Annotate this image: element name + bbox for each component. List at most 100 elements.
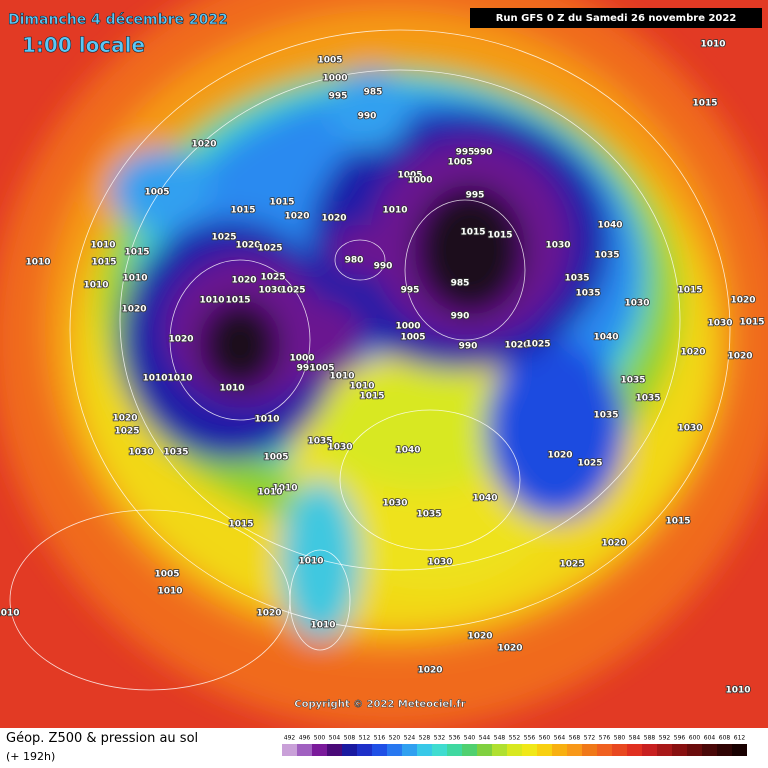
colorbar-swatch (672, 744, 687, 756)
isobar-label: 1030 (128, 448, 153, 458)
isobar-label: 1005 (447, 158, 472, 168)
colorbar-swatch (447, 744, 462, 756)
isobar-label: 985 (451, 279, 470, 289)
isobar-label: 1040 (593, 333, 618, 343)
colorbar-label: 496 (299, 735, 311, 742)
colorbar-label: 556 (524, 735, 536, 742)
colorbar-label: 596 (674, 735, 686, 742)
isobar-label: 1010 (90, 241, 115, 251)
colorbar-label: 492 (284, 735, 296, 742)
colorbar-swatch (702, 744, 717, 756)
isobar-label: 1020 (231, 276, 256, 286)
isobar-label: 1015 (225, 296, 250, 306)
isobar-label: 1010 (219, 384, 244, 394)
isobar-label: 1030 (707, 319, 732, 329)
isobar-label: 990 (358, 112, 377, 122)
isobar-label: 1035 (620, 376, 645, 386)
isobar-label: 1015 (269, 198, 294, 208)
isobar-label: 990 (374, 262, 393, 272)
colorbar-label: 572 (584, 735, 596, 742)
isobar-label: 1030 (427, 558, 452, 568)
isobar-label: 1020 (497, 644, 522, 654)
colorbar-label: 552 (509, 735, 521, 742)
colorbar-label: 564 (554, 735, 566, 742)
isobar-label: 980 (345, 256, 364, 266)
colorbar-swatch (312, 744, 327, 756)
isobar-label: 1020 (504, 341, 529, 351)
isobar-label: 1030 (545, 241, 570, 251)
isobar-label: 1015 (460, 228, 485, 238)
isobar-label: 1015 (359, 392, 384, 402)
colorbar-swatch (522, 744, 537, 756)
isobar-label: 1015 (91, 258, 116, 268)
isobar-label: 1040 (472, 494, 497, 504)
isobar-label: 995 (401, 286, 420, 296)
isobar-label: 1010 (329, 372, 354, 382)
colorbar-swatch (432, 744, 447, 756)
isobar-label: 1010 (0, 609, 20, 619)
isobar-label: 1025 (525, 340, 550, 350)
isobar-label: 1025 (577, 459, 602, 469)
isobar-label: 1010 (349, 382, 374, 392)
isobar-label: 1015 (677, 286, 702, 296)
colorbar-label: 500 (314, 735, 326, 742)
colorbar-swatch (357, 744, 372, 756)
colorbar-label: 612 (734, 735, 746, 742)
isobar-label: 995 (329, 92, 348, 102)
colorbar-swatch (687, 744, 702, 756)
isobar-label: 1010 (199, 296, 224, 306)
local-time: 1:00 locale (22, 33, 145, 57)
isobar-label: 1010 (157, 587, 182, 597)
isobar-label: 1020 (284, 212, 309, 222)
colorbar-swatch (582, 744, 597, 756)
isobar-label: 1005 (397, 171, 422, 181)
isobar-label: 1020 (727, 352, 752, 362)
isobars (9, 29, 731, 691)
colorbar-label: 516 (374, 735, 386, 742)
isobar-label: 1005 (317, 56, 342, 66)
colorbar-label: 568 (569, 735, 581, 742)
colorbar-label: 524 (404, 735, 416, 742)
isobar-label: 1010 (122, 274, 147, 284)
date: Dimanche 4 décembre 2022 (8, 12, 228, 28)
isobar-label: 1035 (635, 394, 660, 404)
isobar-label: 1015 (692, 99, 717, 109)
colorbar-swatch (492, 744, 507, 756)
isobar-label: 1025 (559, 560, 584, 570)
colorbar-swatch (552, 744, 567, 756)
isobar-label: 1000 (407, 176, 432, 186)
isobar-label: 1040 (597, 221, 622, 231)
isobar-label: 1010 (700, 40, 725, 50)
colorbar-label: 504 (329, 735, 341, 742)
isobar-label: 1020 (112, 414, 137, 424)
colorbar-label: 600 (689, 735, 701, 742)
colorbar-swatch (597, 744, 612, 756)
colorbar-swatch (537, 744, 552, 756)
isobar-label: 1015 (665, 517, 690, 527)
colorbar-label: 536 (449, 735, 461, 742)
isobar-label: 1020 (730, 296, 755, 306)
isobar-label: 1010 (310, 621, 335, 631)
isobar-label: 1020 (168, 335, 193, 345)
isobar-label: 1020 (467, 632, 492, 642)
isobar-label: 1010 (257, 488, 282, 498)
lead-time: (+ 192h) (6, 750, 55, 763)
colorbar-swatch (282, 744, 297, 756)
isobar-label: 1005 (309, 364, 334, 374)
run-info: Run GFS 0 Z du Samedi 26 novembre 2022 (496, 13, 737, 24)
colorbar-swatch (417, 744, 432, 756)
isobar-label: 1020 (121, 305, 146, 315)
isobar-label: 990 (474, 148, 493, 158)
isobar-label: 1025 (260, 273, 285, 283)
isobar-label: 1010 (142, 374, 167, 384)
isobar-label: 1040 (395, 446, 420, 456)
isobar-label: 1010 (167, 374, 192, 384)
isobar-label: 1010 (254, 415, 279, 425)
isobar-label: 1010 (272, 484, 297, 494)
colorbar-label: 560 (539, 735, 551, 742)
colorbar-swatch (627, 744, 642, 756)
colorbar-swatch (507, 744, 522, 756)
isobar-label: 1000 (322, 74, 347, 84)
